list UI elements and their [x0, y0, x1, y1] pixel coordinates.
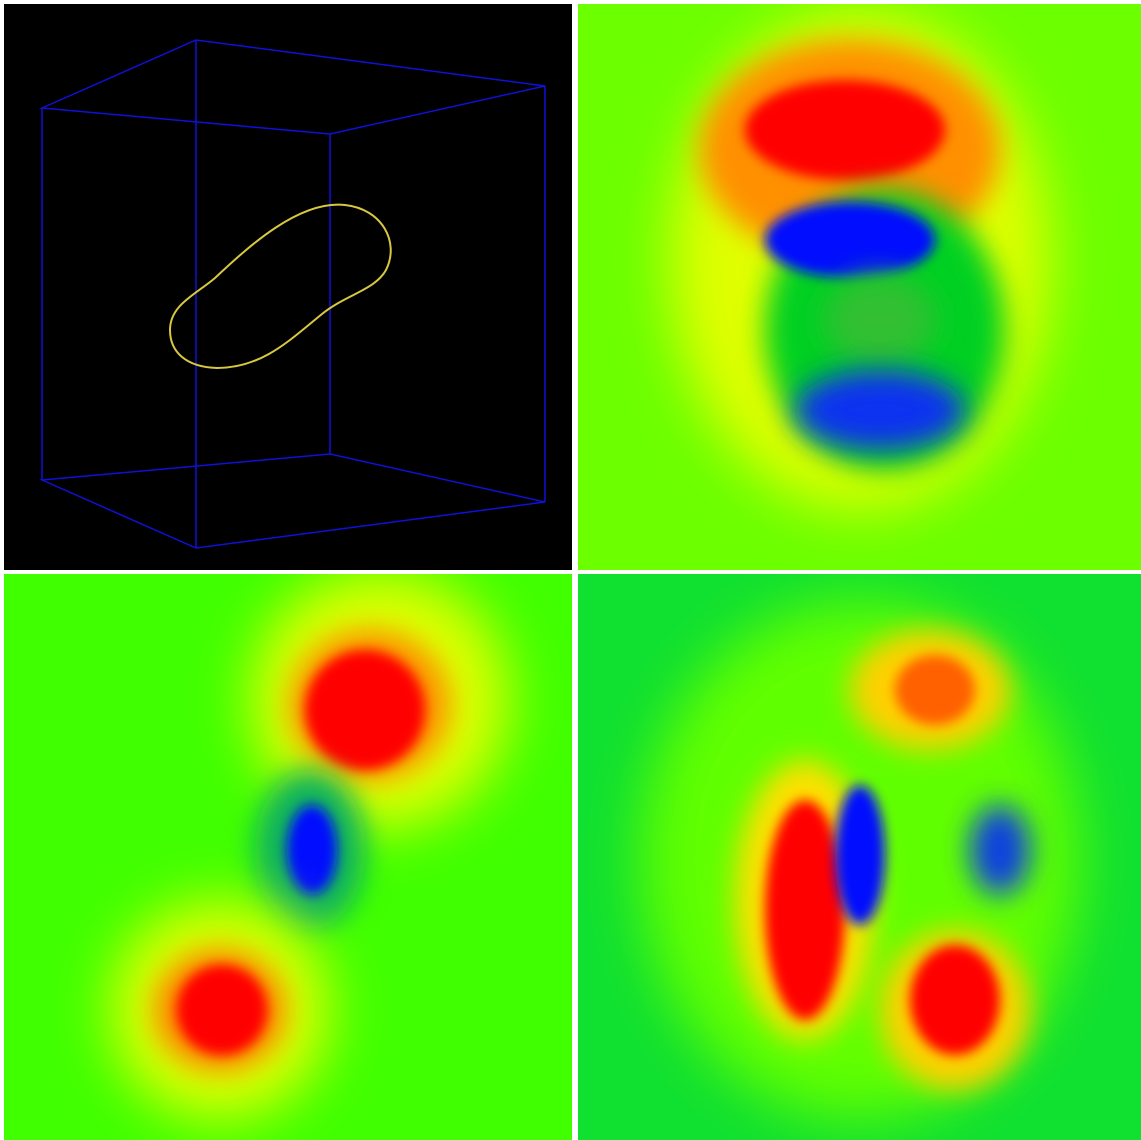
heatmap-panel: [578, 574, 1141, 1140]
wireframe-panel: [4, 4, 572, 570]
visualization-grid: [0, 0, 1141, 1140]
page: {}: [0, 0, 1141, 1140]
heatmap-panel: [578, 4, 1141, 570]
heatmap-panel: [4, 570, 572, 1140]
